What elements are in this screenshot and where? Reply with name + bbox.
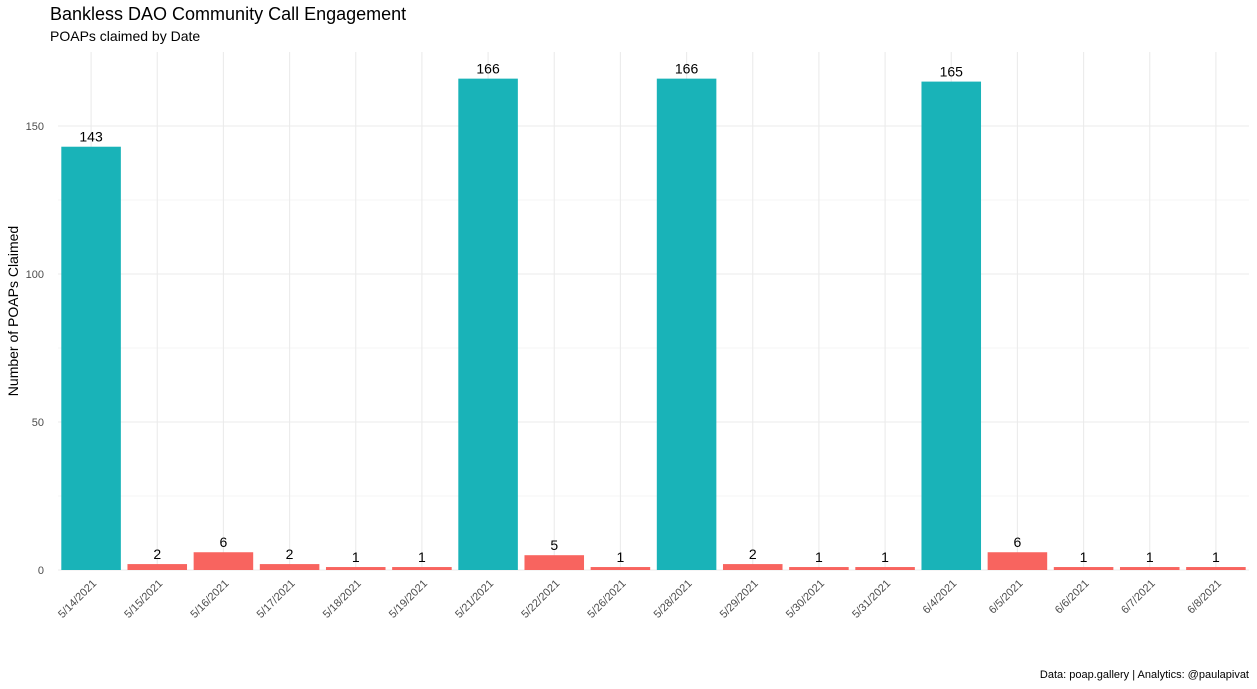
data-label: 1	[1212, 549, 1220, 565]
y-tick-label: 50	[32, 417, 44, 429]
x-tick-label: 5/17/2021	[255, 578, 298, 621]
data-label: 1	[815, 549, 823, 565]
x-tick-label: 6/6/2021	[1053, 578, 1092, 617]
bar	[1119, 567, 1180, 570]
x-tick-label: 5/21/2021	[453, 578, 496, 621]
x-tick-label: 5/19/2021	[387, 578, 430, 621]
bar	[987, 552, 1048, 570]
data-label: 6	[220, 534, 228, 550]
bar	[656, 78, 717, 570]
x-tick-label: 5/18/2021	[321, 578, 364, 621]
chart-title: Bankless DAO Community Call Engagement	[50, 4, 407, 24]
data-label: 2	[286, 546, 294, 562]
data-label: 166	[476, 61, 500, 77]
chart-caption: Data: poap.gallery | Analytics: @paulapi…	[1039, 669, 1249, 681]
bar	[855, 567, 915, 570]
data-label: 6	[1014, 534, 1022, 550]
chart-subtitle: POAPs claimed by Date	[50, 28, 201, 44]
y-tick-label: 0	[38, 565, 44, 577]
x-tick-label: 6/5/2021	[987, 578, 1026, 617]
bar	[127, 564, 188, 570]
x-tick-label: 5/26/2021	[585, 578, 628, 621]
y-tick-label: 150	[26, 121, 44, 133]
bar	[1186, 567, 1246, 570]
x-tick-label: 6/4/2021	[921, 578, 960, 617]
data-label: 1	[418, 549, 426, 565]
bar	[789, 567, 849, 570]
x-tick-label: 6/7/2021	[1119, 578, 1158, 617]
data-label: 166	[675, 61, 699, 77]
x-tick-label: 5/29/2021	[718, 578, 761, 621]
data-label: 1	[1146, 549, 1154, 565]
data-label: 143	[79, 129, 103, 145]
bar	[392, 567, 452, 570]
bar	[524, 555, 585, 570]
data-label: 5	[550, 537, 558, 553]
x-tick-label: 5/31/2021	[850, 578, 893, 621]
y-tick-label: 100	[26, 269, 44, 281]
bar	[61, 146, 121, 570]
bar	[458, 78, 518, 570]
bar	[259, 564, 320, 570]
x-tick-label: 5/14/2021	[56, 578, 99, 621]
data-label: 165	[940, 64, 964, 80]
x-tick-label: 5/22/2021	[519, 578, 562, 621]
data-label: 1	[352, 549, 360, 565]
bar	[722, 564, 783, 570]
x-tick-label: 5/15/2021	[122, 578, 165, 621]
data-label: 1	[881, 549, 889, 565]
bar	[921, 81, 982, 570]
x-tick-label: 5/16/2021	[188, 578, 231, 621]
x-tick-label: 5/30/2021	[784, 578, 827, 621]
bar	[325, 567, 386, 570]
bar	[1053, 567, 1114, 570]
x-tick-label: 6/8/2021	[1185, 578, 1224, 617]
bar	[590, 567, 651, 570]
data-label: 2	[749, 546, 757, 562]
x-tick-label: 5/28/2021	[652, 578, 695, 621]
data-label: 1	[617, 549, 625, 565]
data-label: 1	[1080, 549, 1088, 565]
data-label: 2	[153, 546, 161, 562]
bar	[193, 552, 254, 570]
y-axis-title: Number of POAPs Claimed	[5, 226, 21, 396]
